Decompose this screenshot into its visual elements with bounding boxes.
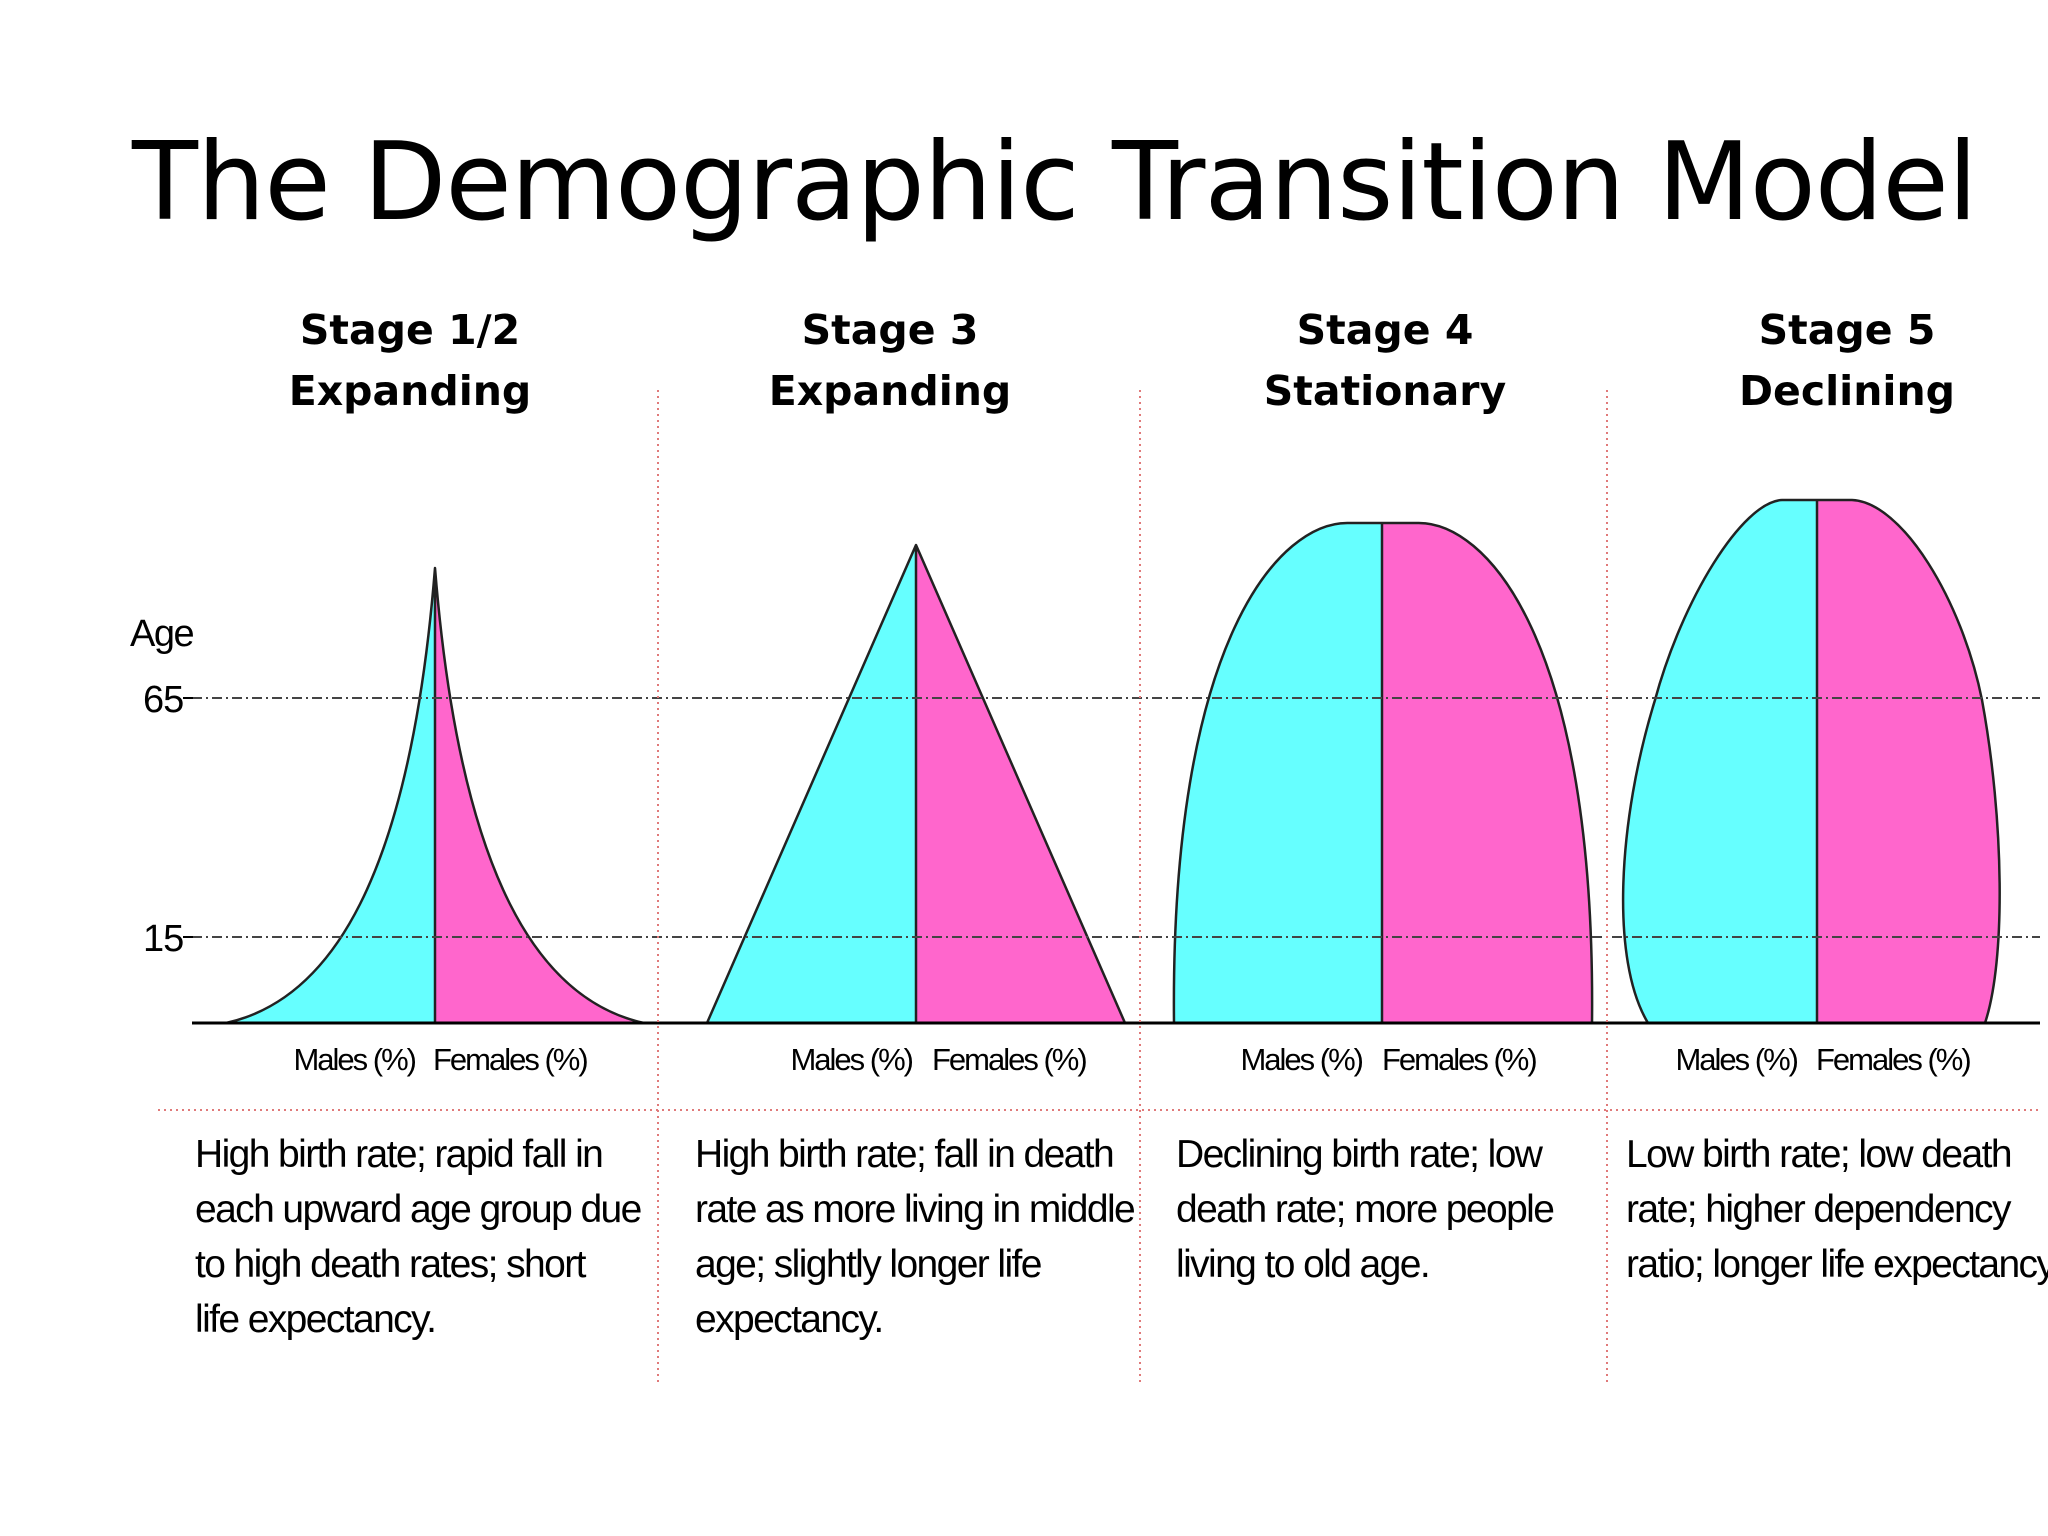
description-line: rate as more living in middle	[695, 1188, 1136, 1231]
description-line: rate; higher dependency	[1626, 1188, 2011, 1231]
stage-type: Expanding	[768, 367, 1012, 415]
description-line: ratio; longer life expectancy	[1626, 1243, 2048, 1286]
description-line: life expectancy.	[195, 1298, 437, 1341]
stage-header-4: Stage 5 Declining	[1647, 300, 2047, 422]
y-tick-65: 65	[143, 679, 183, 721]
description-line: each upward age group due	[195, 1188, 642, 1231]
stage1-females-area	[435, 568, 644, 1023]
description-line: age; slightly longer life	[695, 1243, 1042, 1286]
stage5-males-area	[1623, 500, 1817, 1023]
stage3-outline	[705, 543, 1127, 1024]
stage-header-2: Stage 3 Expanding	[690, 300, 1090, 422]
stage5-females-label: Females (%)	[1816, 1042, 1970, 1077]
y-tick-15: 15	[143, 918, 183, 960]
stage1-males-label: Males (%)	[293, 1042, 415, 1077]
stage-name: Stage 5	[1758, 306, 1936, 354]
slide-title: The Demographic Transition Model	[132, 120, 1978, 245]
stage1-females-label: Females (%)	[433, 1042, 587, 1077]
stage3-females-label: Females (%)	[932, 1042, 1086, 1077]
stage5-outline	[1621, 498, 2001, 1024]
stage-name: Stage 4	[1296, 306, 1474, 354]
stage-type: Expanding	[288, 367, 532, 415]
description-line: Low birth rate; low death	[1626, 1133, 2013, 1176]
stage1-males-area	[226, 568, 435, 1023]
stage-header-1: Stage 1/2 Expanding	[210, 300, 610, 422]
description-line: to high death rates; short	[195, 1243, 586, 1286]
description-line: death rate; more people	[1176, 1188, 1555, 1231]
stage5-description: Low birth rate; low death rate; higher d…	[1626, 1127, 2048, 1292]
stage4-outline	[1172, 521, 1594, 1024]
y-axis-label: Age	[130, 613, 193, 655]
description-line: expectancy.	[695, 1298, 884, 1341]
description-line: High birth rate; rapid fall in	[195, 1133, 604, 1176]
stage1-description: High birth rate; rapid fall in each upwa…	[195, 1127, 642, 1347]
stage-name: Stage 3	[801, 306, 979, 354]
stage1-outline	[225, 566, 645, 1025]
stage4-females-label: Females (%)	[1382, 1042, 1536, 1077]
description-line: living to old age.	[1176, 1243, 1431, 1286]
stage-type: Declining	[1738, 367, 1956, 415]
stage4-males-label: Males (%)	[1240, 1042, 1362, 1077]
description-line: Declining birth rate; low	[1176, 1133, 1543, 1176]
stage3-males-label: Males (%)	[790, 1042, 912, 1077]
stage4-females-area	[1382, 522, 1593, 1023]
stage4-males-area	[1173, 522, 1382, 1023]
stage5-females-area	[1817, 500, 2000, 1023]
description-line: High birth rate; fall in death	[695, 1133, 1115, 1176]
stage-name: Stage 1/2	[299, 306, 521, 354]
stage3-description: High birth rate; fall in death rate as m…	[695, 1127, 1136, 1347]
stage-type: Stationary	[1263, 367, 1507, 415]
stage-header-3: Stage 4 Stationary	[1185, 300, 1585, 422]
stage4-description: Declining birth rate; low death rate; mo…	[1176, 1127, 1555, 1292]
stage5-males-label: Males (%)	[1675, 1042, 1797, 1077]
